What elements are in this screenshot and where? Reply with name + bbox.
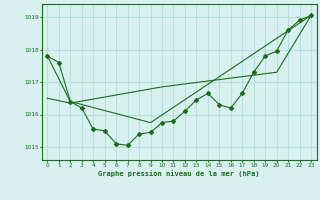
X-axis label: Graphe pression niveau de la mer (hPa): Graphe pression niveau de la mer (hPa) [99, 170, 260, 177]
